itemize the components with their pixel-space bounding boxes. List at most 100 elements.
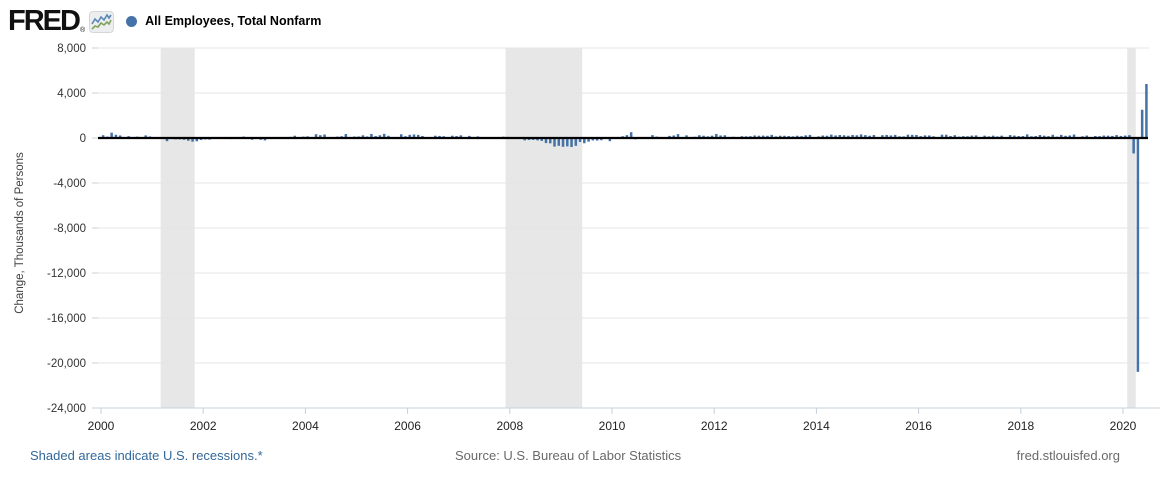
bar bbox=[766, 135, 769, 138]
bar bbox=[595, 138, 599, 141]
x-tick-label: 2002 bbox=[190, 419, 217, 432]
bar bbox=[540, 138, 543, 141]
bar bbox=[165, 138, 169, 142]
bar bbox=[915, 134, 918, 138]
bar bbox=[523, 138, 526, 141]
chart-header: FRED ® All Employees, Total Nonfarm bbox=[8, 6, 321, 36]
bar bbox=[830, 134, 833, 138]
bar bbox=[378, 135, 382, 138]
bar bbox=[1136, 138, 1140, 372]
bar bbox=[459, 135, 463, 138]
x-tick-label: 2010 bbox=[599, 419, 626, 432]
bar bbox=[1115, 135, 1118, 138]
bar bbox=[983, 135, 986, 138]
y-tick-label: 8,000 bbox=[57, 43, 86, 55]
x-tick-label: 2000 bbox=[88, 419, 115, 432]
bar bbox=[770, 134, 773, 138]
bar bbox=[974, 135, 978, 138]
bar bbox=[783, 135, 786, 138]
bar bbox=[1060, 134, 1063, 138]
recession-note-link[interactable]: Shaded areas indicate U.S. recessions.* bbox=[30, 448, 263, 463]
source-text: Source: U.S. Bureau of Labor Statistics bbox=[455, 448, 682, 463]
bar bbox=[672, 135, 675, 138]
bar bbox=[881, 135, 884, 138]
bar bbox=[685, 135, 688, 138]
bar bbox=[910, 134, 914, 138]
bar bbox=[676, 134, 680, 138]
bar bbox=[583, 138, 586, 144]
bar bbox=[825, 135, 829, 138]
bar bbox=[893, 134, 897, 138]
bar bbox=[370, 133, 373, 138]
x-tick-label: 2020 bbox=[1110, 419, 1137, 432]
bar bbox=[382, 133, 386, 138]
bar bbox=[1102, 135, 1106, 138]
bar bbox=[553, 138, 556, 147]
fred-logo: FRED bbox=[8, 5, 81, 37]
bar bbox=[761, 135, 765, 138]
bar bbox=[118, 135, 122, 138]
bar bbox=[808, 134, 812, 138]
bar bbox=[1072, 134, 1076, 138]
bar bbox=[1132, 138, 1135, 154]
bar bbox=[923, 135, 927, 138]
bar bbox=[1064, 135, 1067, 138]
bar bbox=[314, 134, 318, 138]
bar bbox=[885, 134, 888, 138]
y-tick-label: -24,000 bbox=[47, 403, 86, 415]
bar bbox=[970, 135, 974, 138]
x-tick-label: 2012 bbox=[701, 419, 728, 432]
bar bbox=[753, 135, 756, 138]
bar bbox=[1051, 134, 1054, 138]
bar bbox=[587, 138, 590, 142]
axes: 8,000 4,000 0 -4,000 -8,000 -12,000 -16,000 -20… bbox=[47, 43, 1160, 433]
bar bbox=[191, 138, 194, 142]
bar bbox=[561, 138, 565, 147]
bar bbox=[319, 135, 322, 138]
x-tick-label: 2004 bbox=[292, 419, 319, 432]
bar bbox=[804, 135, 808, 138]
bar bbox=[195, 138, 199, 142]
bar bbox=[1042, 135, 1046, 138]
bar bbox=[1145, 84, 1148, 138]
bar bbox=[906, 134, 910, 138]
y-tick-label: 4,000 bbox=[57, 88, 86, 100]
y-tick-label: -20,000 bbox=[47, 358, 86, 370]
bar bbox=[757, 135, 761, 138]
bar bbox=[847, 135, 850, 138]
bar bbox=[1123, 135, 1127, 138]
bar bbox=[1128, 135, 1131, 138]
bar bbox=[1025, 134, 1029, 138]
y-tick-label: -16,000 bbox=[47, 313, 86, 325]
bar bbox=[608, 138, 612, 142]
series-dot-icon bbox=[126, 15, 138, 27]
bar bbox=[1038, 134, 1042, 138]
bar bbox=[945, 134, 948, 138]
bar bbox=[851, 134, 854, 138]
x-tick-label: 2008 bbox=[496, 419, 523, 432]
bar bbox=[434, 135, 437, 138]
bar bbox=[940, 134, 944, 138]
bar bbox=[323, 134, 326, 138]
bar bbox=[838, 134, 842, 138]
gridlines bbox=[98, 47, 1149, 364]
x-tick-label: 2006 bbox=[394, 419, 421, 432]
bar bbox=[715, 133, 718, 138]
x-tick-label: 2018 bbox=[1007, 419, 1034, 432]
bar bbox=[842, 135, 846, 138]
y-tick-label: -4,000 bbox=[53, 178, 86, 190]
chart-area: 8,000 4,000 0 -4,000 -8,000 -12,000 -16,000 -20… bbox=[0, 0, 1168, 433]
bar bbox=[991, 135, 995, 138]
bar bbox=[1008, 135, 1012, 138]
x-tick-label: 2016 bbox=[905, 419, 932, 432]
bar bbox=[600, 138, 603, 141]
bar bbox=[344, 134, 348, 138]
bar bbox=[578, 138, 582, 142]
bar bbox=[889, 135, 893, 138]
bar bbox=[451, 135, 454, 138]
nonfarm-payroll-bar-chart[interactable]: 8,000 4,000 0 -4,000 -8,000 -12,000 -16,000 -20… bbox=[0, 0, 1168, 433]
bar bbox=[834, 135, 837, 138]
bar bbox=[549, 138, 552, 144]
bar bbox=[1106, 135, 1110, 138]
